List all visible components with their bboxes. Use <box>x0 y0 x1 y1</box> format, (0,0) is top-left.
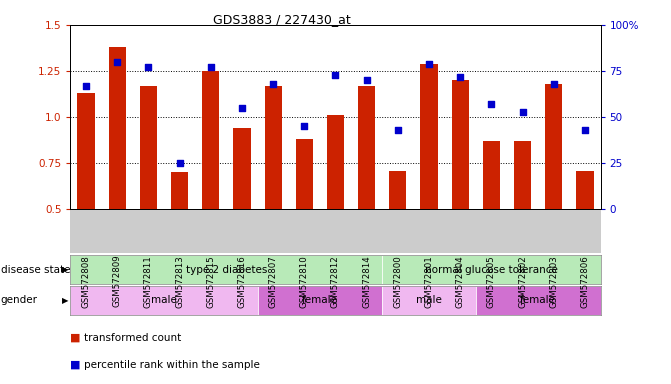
Text: transformed count: transformed count <box>84 333 181 343</box>
Text: GDS3883 / 227430_at: GDS3883 / 227430_at <box>213 13 351 26</box>
Bar <box>421 64 437 209</box>
Point <box>81 83 91 89</box>
Point <box>330 72 341 78</box>
Point <box>174 160 185 166</box>
Point <box>580 127 590 133</box>
Point <box>237 105 248 111</box>
Bar <box>476 286 601 315</box>
Text: ■: ■ <box>70 333 81 343</box>
Bar <box>452 80 469 209</box>
Point <box>361 77 372 83</box>
Point <box>548 81 559 87</box>
Bar <box>358 86 375 209</box>
Bar <box>140 86 157 209</box>
Bar <box>171 172 188 209</box>
Bar <box>514 141 531 209</box>
Point <box>143 64 154 70</box>
Point <box>393 127 403 133</box>
Bar <box>202 71 219 209</box>
Point <box>268 81 278 87</box>
Point <box>299 123 310 129</box>
Text: disease state: disease state <box>1 265 70 275</box>
Bar <box>296 139 313 209</box>
Point <box>486 101 497 107</box>
Bar <box>382 255 601 284</box>
Point <box>112 59 123 65</box>
Bar <box>234 128 250 209</box>
Text: female: female <box>302 295 338 306</box>
Text: ▶: ▶ <box>62 296 68 305</box>
Point <box>423 61 434 67</box>
Text: ▶: ▶ <box>62 265 68 274</box>
Bar <box>258 286 382 315</box>
Bar <box>382 286 476 315</box>
Text: male: male <box>151 295 177 306</box>
Point <box>455 73 466 79</box>
Point <box>517 109 528 115</box>
Bar <box>77 93 95 209</box>
Bar <box>483 141 500 209</box>
Text: type 2 diabetes: type 2 diabetes <box>186 265 267 275</box>
Text: female: female <box>520 295 556 306</box>
Bar <box>546 84 562 209</box>
Text: gender: gender <box>1 295 38 306</box>
Bar <box>327 115 344 209</box>
Point <box>205 64 216 70</box>
Bar <box>70 286 258 315</box>
Bar <box>109 47 125 209</box>
Bar <box>264 86 282 209</box>
Bar <box>576 170 594 209</box>
Text: normal glucose tolerance: normal glucose tolerance <box>425 265 558 275</box>
Bar <box>70 255 382 284</box>
Text: male: male <box>416 295 442 306</box>
Text: ■: ■ <box>70 360 81 370</box>
Text: percentile rank within the sample: percentile rank within the sample <box>84 360 260 370</box>
Bar <box>389 170 407 209</box>
